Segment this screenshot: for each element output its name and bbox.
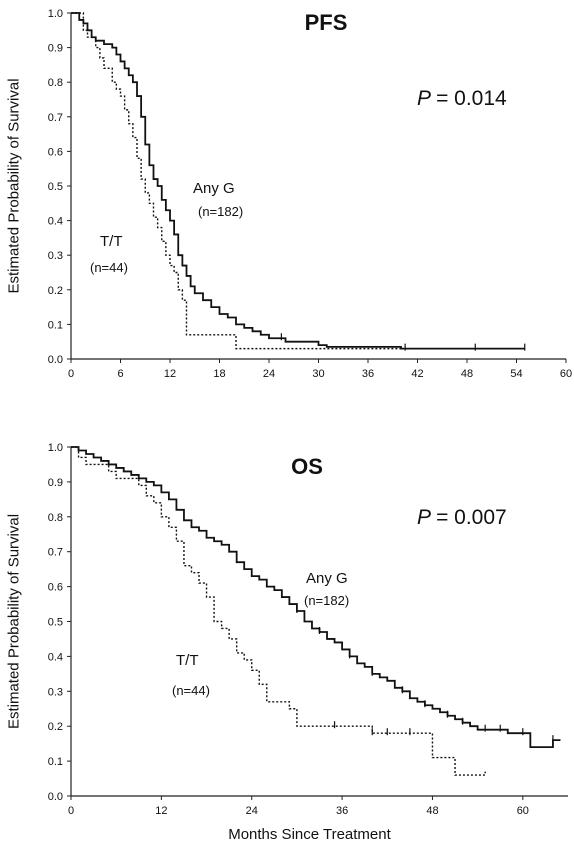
panel-2-y-tick-label: 0.5	[48, 617, 63, 629]
panel-2-y-tick-label: 0.4	[48, 651, 63, 663]
panel-1-y-tick-label: 0.9	[48, 43, 63, 55]
panel-1-series-any-g-line	[71, 12, 525, 350]
panel-1-y-tick-label: 0.4	[48, 216, 63, 228]
panel-1-x-tick-label: 6	[117, 368, 123, 380]
panel-1-label-any-g-name: Any G	[193, 180, 235, 197]
panel-2-y-tick-label: 0.0	[48, 791, 63, 803]
panel-1-x-tick-label: 18	[213, 368, 225, 380]
panel-2-y-tick-label: 0.8	[48, 512, 63, 524]
panel-2-label-tt-name: T/T	[176, 652, 199, 669]
panel-2-y-tick-label: 0.3	[48, 686, 63, 698]
panel-2-title: OS	[291, 454, 323, 479]
panel-1-x-tick-label: 0	[68, 368, 74, 380]
panel-2-x-tick-label: 12	[155, 805, 167, 817]
panel-1-x-tick-label: 36	[362, 368, 374, 380]
panel-2-label-any-g-n: (n=182)	[304, 593, 349, 608]
panel-1-y-tick-label: 0.2	[48, 285, 63, 297]
panel-1-y-tick-label: 0.0	[48, 354, 63, 366]
panel-1-y-tick-label: 0.8	[48, 77, 63, 89]
panel-1-label-tt-n: (n=44)	[90, 260, 128, 275]
panel-1-label-tt-name: T/T	[100, 233, 123, 250]
panel-2-x-tick-label: 48	[426, 805, 438, 817]
panel-1-x-tick-label: 12	[164, 368, 176, 380]
panel-2-label-any-g-name: Any G	[306, 570, 348, 587]
panel-2-y-tick-label: 0.1	[48, 756, 63, 768]
panel-2-y-tick-label: 0.6	[48, 582, 63, 594]
panel-1-label-any-g-n: (n=182)	[198, 204, 243, 219]
panel-2-y-tick-label: 1.0	[48, 442, 63, 454]
panel-2-x-tick-label: 0	[68, 805, 74, 817]
panel-1-x-tick-label: 54	[510, 368, 522, 380]
panel-1-x-tick-label: 60	[560, 368, 572, 380]
panel-1-title: PFS	[305, 10, 348, 35]
panel-2-p-value: P = 0.007	[417, 506, 507, 529]
panel-2-y-tick-label: 0.7	[48, 547, 63, 559]
panel-1-p-value: P = 0.014	[417, 87, 507, 110]
panel-1-y-tick-label: 0.7	[48, 112, 63, 124]
panel-1-y-axis-label: Estimated Probability of Survival	[6, 78, 23, 293]
panel-2-label-tt-n: (n=44)	[172, 683, 210, 698]
panel-2-series-tt-line	[71, 446, 486, 776]
panel-1-x-tick-label: 48	[461, 368, 473, 380]
panel-1-series-tt-line	[71, 12, 401, 350]
panel-2-x-axis-label: Months Since Treatment	[228, 826, 391, 843]
panel-1-x-tick-label: 42	[411, 368, 423, 380]
panel-1-y-tick-label: 0.1	[48, 319, 63, 331]
panel-2-x-tick-label: 60	[517, 805, 529, 817]
panel-2-y-tick-label: 0.9	[48, 477, 63, 489]
panel-1-x-tick-label: 24	[263, 368, 275, 380]
panel-2-y-axis-label: Estimated Probability of Survival	[6, 514, 23, 729]
panel-2-x-tick-label: 36	[336, 805, 348, 817]
panel-2-x-tick-label: 24	[246, 805, 258, 817]
panel-1-x-tick-label: 30	[312, 368, 324, 380]
panel-1-y-tick-label: 1.0	[48, 8, 63, 20]
panel-1-y-tick-label: 0.3	[48, 250, 63, 262]
panel-2-series-any-g-line	[71, 446, 561, 749]
panel-1-y-tick-label: 0.5	[48, 181, 63, 193]
panel-2-y-tick-label: 0.2	[48, 721, 63, 733]
panel-1-y-tick-label: 0.6	[48, 146, 63, 158]
